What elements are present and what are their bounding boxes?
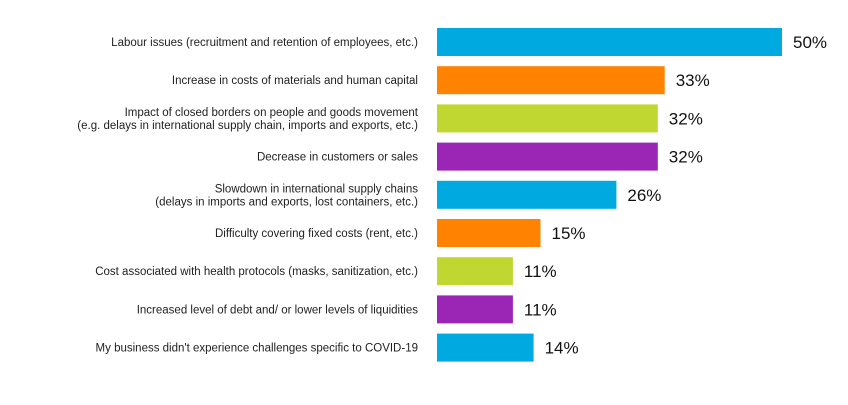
bar: [437, 104, 658, 133]
value-label: 50%: [793, 33, 827, 52]
category-label: Impact of closed borders on people and g…: [77, 107, 419, 132]
category-label-line: (delays in imports and exports, lost con…: [155, 196, 418, 208]
bar: [437, 180, 617, 209]
value-label: 33%: [676, 71, 710, 90]
bar: [437, 66, 665, 95]
category-label: Increased level of debt and/ or lower le…: [137, 304, 419, 316]
category-label-line: Labour issues (recruitment and retention…: [111, 37, 418, 49]
category-label: Increase in costs of materials and human…: [172, 75, 418, 87]
category-label-line: My business didn't experience challenges…: [96, 343, 418, 355]
bar: [437, 333, 534, 362]
category-label-line: (e.g. delays in international supply cha…: [77, 120, 418, 132]
category-label-line: Cost associated with health protocols (m…: [95, 266, 418, 278]
category-label: Slowdown in international supply chains(…: [155, 183, 418, 208]
category-label: Labour issues (recruitment and retention…: [111, 37, 418, 49]
bar: [437, 295, 513, 324]
category-label-line: Decrease in customers or sales: [257, 152, 418, 164]
value-label: 15%: [552, 224, 586, 243]
value-label: 14%: [545, 339, 579, 358]
value-label: 11%: [524, 262, 557, 281]
bar: [437, 219, 541, 247]
category-label-line: Difficulty covering fixed costs (rent, e…: [215, 228, 418, 240]
category-label-line: Increased level of debt and/ or lower le…: [137, 304, 419, 316]
category-label: Difficulty covering fixed costs (rent, e…: [215, 228, 418, 240]
category-label-line: Impact of closed borders on people and g…: [125, 107, 419, 119]
value-label: 11%: [524, 300, 557, 319]
bar: [437, 257, 513, 286]
category-label: Cost associated with health protocols (m…: [95, 266, 418, 278]
category-label-line: Increase in costs of materials and human…: [172, 75, 418, 87]
value-label: 32%: [669, 148, 703, 167]
bar: [437, 28, 782, 56]
bar: [437, 142, 658, 171]
value-label: 26%: [627, 186, 661, 205]
category-label: My business didn't experience challenges…: [96, 343, 418, 355]
category-label: Decrease in customers or sales: [257, 152, 418, 164]
category-label-line: Slowdown in international supply chains: [215, 183, 419, 195]
value-label: 32%: [669, 109, 703, 128]
